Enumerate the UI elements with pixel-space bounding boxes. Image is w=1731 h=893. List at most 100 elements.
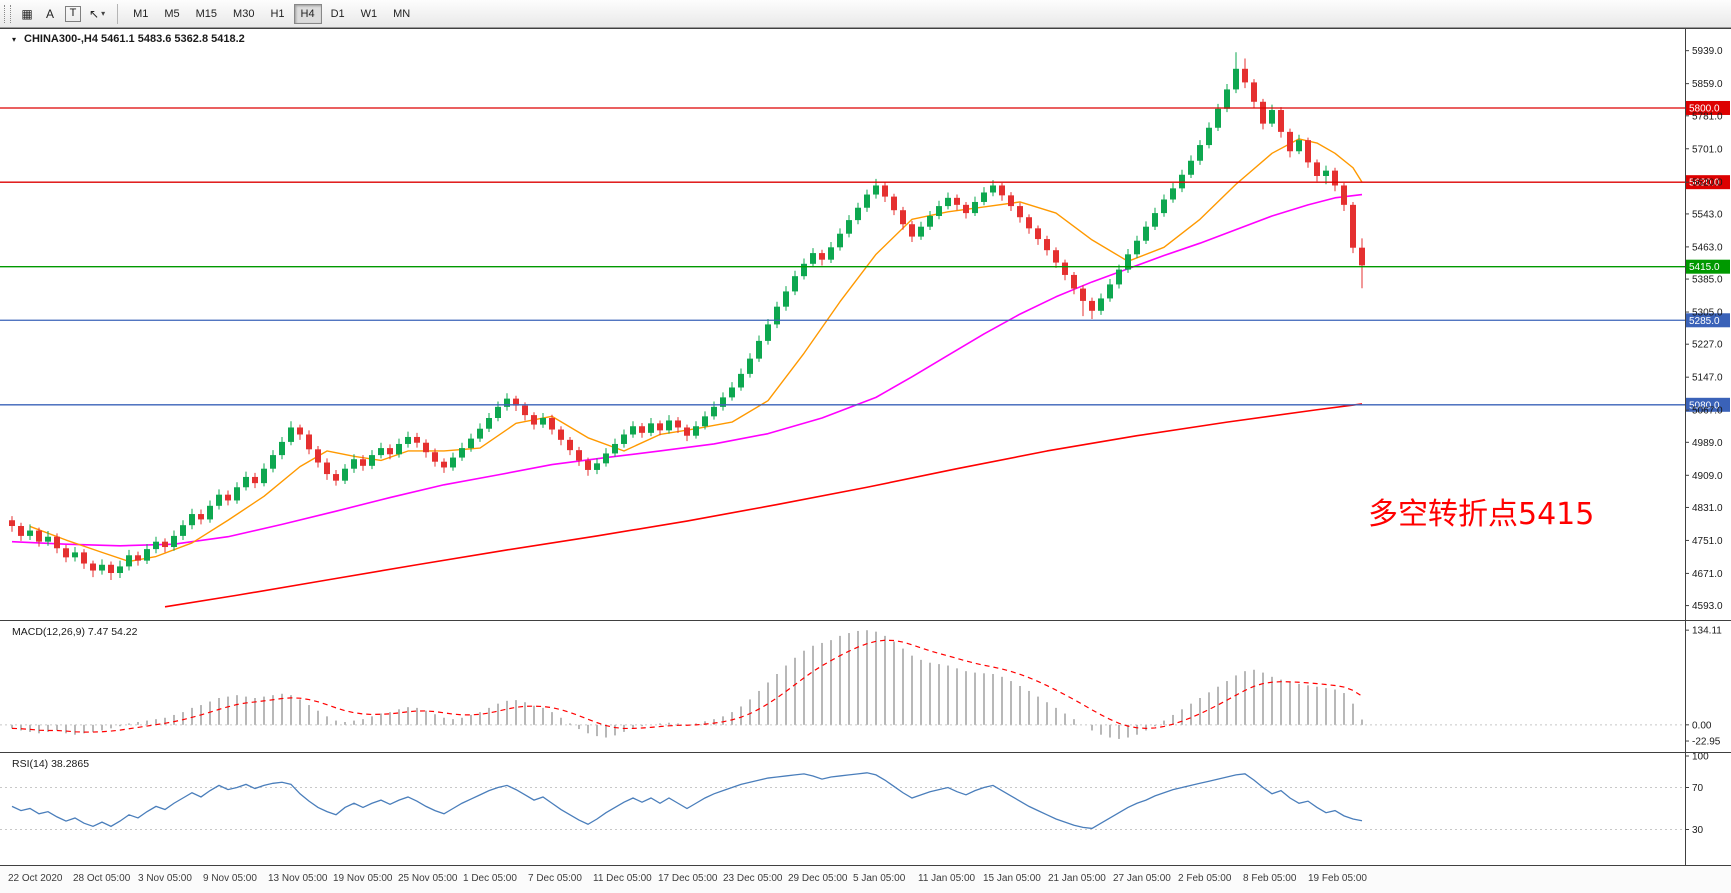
svg-text:2 Feb 05:00: 2 Feb 05:00 xyxy=(1178,873,1232,884)
rsi-levels xyxy=(0,787,1685,830)
svg-text:5415.0: 5415.0 xyxy=(1689,262,1720,273)
chart-canvas[interactable]: 5800.0 5620.0 5415.0 5285.0 5080.0 5939.0 5859… xyxy=(0,28,1731,893)
timeframe-button-h1[interactable]: H1 xyxy=(263,4,291,24)
chart-area: 5800.0 5620.0 5415.0 5285.0 5080.0 5939.0 5859… xyxy=(0,28,1731,893)
hline-5080[interactable]: 5080.0 xyxy=(0,397,1730,412)
timeframe-button-mn[interactable]: MN xyxy=(386,4,417,24)
svg-text:29 Dec 05:00: 29 Dec 05:00 xyxy=(788,873,848,884)
svg-text:17 Dec 05:00: 17 Dec 05:00 xyxy=(658,873,718,884)
timeframe-group: M1 M5 M15 M30 H1 H4 D1 W1 MN xyxy=(126,3,417,24)
svg-text:21 Jan 05:00: 21 Jan 05:00 xyxy=(1048,873,1106,884)
svg-text:28 Oct 05:00: 28 Oct 05:00 xyxy=(73,873,131,884)
svg-text:多空转折点5415: 多空转折点5415 xyxy=(1368,497,1594,532)
svg-text:5285.0: 5285.0 xyxy=(1689,316,1720,327)
ma-slow-line xyxy=(164,403,1363,608)
svg-text:27 Jan 05:00: 27 Jan 05:00 xyxy=(1113,873,1171,884)
svg-text:4593.0: 4593.0 xyxy=(1692,601,1723,612)
svg-text:5305.0: 5305.0 xyxy=(1692,308,1723,319)
svg-text:1 Dec 05:00: 1 Dec 05:00 xyxy=(463,873,517,884)
svg-text:5543.0: 5543.0 xyxy=(1692,209,1723,220)
svg-text:4831.0: 4831.0 xyxy=(1692,503,1723,514)
svg-text:9 Nov 05:00: 9 Nov 05:00 xyxy=(203,873,257,884)
svg-text:4989.0: 4989.0 xyxy=(1692,438,1723,449)
timeframe-button-d1[interactable]: D1 xyxy=(324,4,352,24)
macd-histogram xyxy=(0,630,1685,739)
svg-text:5701.0: 5701.0 xyxy=(1692,144,1723,155)
svg-text:100: 100 xyxy=(1692,752,1709,763)
svg-text:134.11: 134.11 xyxy=(1692,626,1722,637)
svg-text:-22.95: -22.95 xyxy=(1692,737,1721,748)
ma-fast-line xyxy=(29,138,1363,563)
toolbar-grip[interactable] xyxy=(4,4,11,23)
text-tool-button[interactable]: T xyxy=(65,5,81,22)
timeframe-button-m15[interactable]: M15 xyxy=(189,4,224,24)
macd-label: MACD(12,26,9) 7.47 54.22 xyxy=(12,626,138,638)
macd-axis[interactable]: 134.11 0.00 -22.95 xyxy=(1685,626,1722,748)
svg-text:15 Jan 05:00: 15 Jan 05:00 xyxy=(983,873,1041,884)
svg-text:25 Nov 05:00: 25 Nov 05:00 xyxy=(398,873,458,884)
time-axis[interactable]: 22 Oct 2020 28 Oct 05:00 3 Nov 05:00 9 Nov … xyxy=(8,873,1367,884)
chart-title: ▾ CHINA300-,H4 5461.1 5483.6 5362.8 5418.… xyxy=(12,33,245,45)
chart-background xyxy=(0,28,1731,893)
ma-mid-line xyxy=(11,193,1363,547)
price-axis[interactable]: 5939.0 5859.0 5781.0 5701.0 5620.0 5543.0 5463… xyxy=(1685,28,1723,865)
svg-text:8 Feb 05:00: 8 Feb 05:00 xyxy=(1243,873,1297,884)
svg-text:11 Dec 05:00: 11 Dec 05:00 xyxy=(593,873,652,884)
timeframe-button-w1[interactable]: W1 xyxy=(354,4,385,24)
svg-text:30: 30 xyxy=(1692,825,1704,836)
main-toolbar: ▦ A T ↖ ▾ M1 M5 M15 M30 H1 H4 D1 W1 MN xyxy=(0,0,1731,28)
svg-text:11 Jan 05:00: 11 Jan 05:00 xyxy=(918,873,976,884)
svg-text:4751.0: 4751.0 xyxy=(1692,536,1723,547)
svg-text:5620.0: 5620.0 xyxy=(1692,178,1723,189)
svg-text:22 Oct 2020: 22 Oct 2020 xyxy=(8,873,63,884)
toolbar-separator xyxy=(117,3,119,24)
svg-text:5 Jan 05:00: 5 Jan 05:00 xyxy=(853,873,906,884)
chart-window-icon[interactable]: ▦ xyxy=(16,4,38,24)
svg-text:5080.0: 5080.0 xyxy=(1689,400,1720,411)
hline-5285[interactable]: 5285.0 xyxy=(0,313,1730,328)
svg-text:4909.0: 4909.0 xyxy=(1692,471,1723,482)
svg-text:5859.0: 5859.0 xyxy=(1692,79,1723,90)
svg-text:5067.0: 5067.0 xyxy=(1692,406,1723,417)
timeframe-button-m30[interactable]: M30 xyxy=(226,4,261,24)
svg-text:0.00: 0.00 xyxy=(1692,720,1712,731)
macd-signal-line xyxy=(11,639,1363,733)
rsi-axis[interactable]: 100 70 30 xyxy=(1685,752,1709,837)
timeframe-button-h4[interactable]: H4 xyxy=(293,3,322,24)
svg-text:70: 70 xyxy=(1692,783,1704,794)
svg-text:7 Dec 05:00: 7 Dec 05:00 xyxy=(528,873,582,884)
svg-text:3 Nov 05:00: 3 Nov 05:00 xyxy=(138,873,192,884)
hline-5415[interactable]: 5415.0 xyxy=(0,259,1730,274)
timeframe-button-m5[interactable]: M5 xyxy=(157,4,186,24)
svg-text:5781.0: 5781.0 xyxy=(1692,111,1723,122)
panel-borders xyxy=(0,28,1731,866)
svg-text:RSI(14) 38.2865: RSI(14) 38.2865 xyxy=(12,758,89,770)
cursor-icon: ↖ xyxy=(89,6,100,21)
svg-text:▾: ▾ xyxy=(12,35,16,44)
svg-text:19 Feb 05:00: 19 Feb 05:00 xyxy=(1308,873,1367,884)
svg-text:5620.0: 5620.0 xyxy=(1689,178,1720,189)
svg-text:23 Dec 05:00: 23 Dec 05:00 xyxy=(723,873,783,884)
svg-text:5147.0: 5147.0 xyxy=(1692,373,1723,384)
svg-text:5463.0: 5463.0 xyxy=(1692,242,1723,253)
rsi-label: RSI(14) 38.2865 xyxy=(12,758,89,770)
svg-text:5227.0: 5227.0 xyxy=(1692,340,1723,351)
font-tool-button[interactable]: A xyxy=(39,4,61,24)
candlestick-series xyxy=(9,52,1365,581)
svg-text:5939.0: 5939.0 xyxy=(1692,46,1723,57)
hline-5800[interactable]: 5800.0 xyxy=(0,100,1730,115)
cursor-tool-dropdown[interactable]: ↖ ▾ xyxy=(85,4,109,24)
svg-text:MACD(12,26,9) 7.47 54.22: MACD(12,26,9) 7.47 54.22 xyxy=(12,626,138,638)
annotation-text[interactable]: 多空转折点5415 xyxy=(1368,497,1594,532)
svg-text:5385.0: 5385.0 xyxy=(1692,275,1723,286)
timeframe-button-m1[interactable]: M1 xyxy=(126,4,155,24)
svg-text:CHINA300-,H4 5461.1 5483.6 53: CHINA300-,H4 5461.1 5483.6 5362.8 5418.2 xyxy=(24,33,245,45)
chevron-down-icon: ▾ xyxy=(101,9,106,18)
svg-text:4671.0: 4671.0 xyxy=(1692,569,1723,580)
svg-text:5800.0: 5800.0 xyxy=(1689,103,1720,114)
hline-5620[interactable]: 5620.0 xyxy=(0,175,1730,190)
svg-text:19 Nov 05:00: 19 Nov 05:00 xyxy=(333,873,393,884)
rsi-line xyxy=(11,772,1363,830)
svg-text:13 Nov 05:00: 13 Nov 05:00 xyxy=(268,873,328,884)
